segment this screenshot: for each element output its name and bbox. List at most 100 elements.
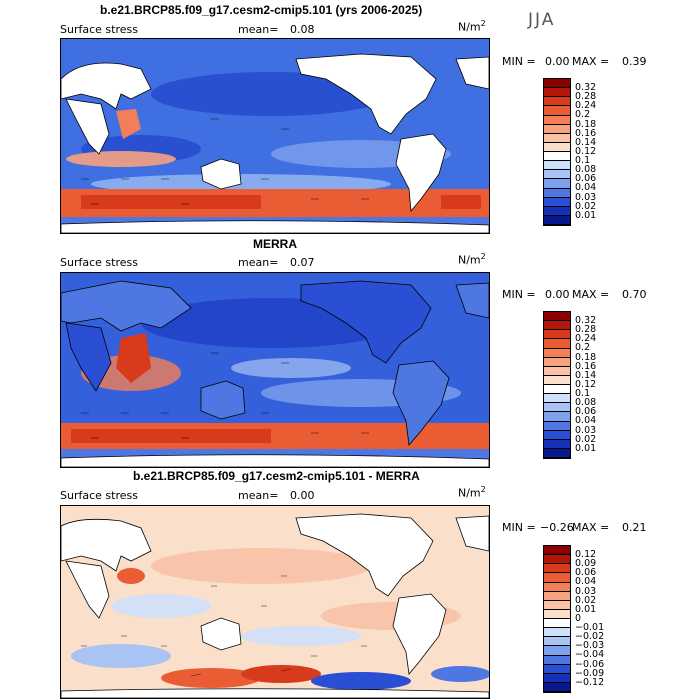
panel-1-mean-label: mean= — [238, 23, 279, 36]
colorbar-swatch — [544, 206, 570, 216]
colorbar-swatch — [544, 421, 570, 431]
colorbar-swatch — [544, 600, 570, 610]
colorbar-swatch — [544, 628, 570, 638]
panel-2-max-label: MAX = — [572, 288, 610, 301]
colorbar-tick-label: 0.02 — [575, 594, 597, 606]
panel-3-map — [60, 505, 490, 699]
colorbar-swatch — [544, 591, 570, 601]
panel-3-variable: Surface stress — [60, 489, 138, 502]
colorbar-tick-label: −0.02 — [575, 631, 605, 643]
colorbar-tick-label: 0.1 — [575, 388, 591, 399]
panel-1-max-value: 0.39 — [622, 55, 647, 68]
colorbar-swatch — [544, 106, 570, 116]
colorbar-swatch — [544, 448, 570, 458]
colorbar-tick-label: −0.03 — [575, 640, 605, 652]
colorbar-tick-label: 0.32 — [575, 315, 597, 326]
colorbar-swatch — [544, 609, 570, 619]
colorbar-swatch — [544, 88, 570, 98]
panel-2-mean-value: 0.07 — [290, 256, 315, 269]
panel-3-min-value: −0.26 — [540, 521, 574, 534]
colorbar-tick-label: 0.06 — [575, 173, 597, 185]
colorbar-tick-label: 0.14 — [575, 136, 597, 148]
panel-1-mean-value: 0.08 — [290, 23, 315, 36]
panel-1-min-value: 0.00 — [545, 55, 570, 68]
colorbar-swatch — [544, 321, 570, 331]
colorbar-tick-label: 0.08 — [575, 397, 597, 409]
colorbar-tick-label: 0.12 — [575, 378, 597, 390]
colorbar-swatch — [544, 115, 570, 125]
panel-3-colorbar-ticks: 0.12 0.09 0.06 0.04 0.03 0.02 0.01 0 −0.01 −0.02−… — [575, 550, 604, 687]
colorbar-tick-label: 0.01 — [575, 442, 597, 454]
panel-1-colorbar — [543, 78, 571, 226]
panel-1-variable: Surface stress — [60, 23, 138, 36]
colorbar-swatch — [544, 664, 570, 674]
season-label: JJA — [528, 10, 556, 30]
colorbar-tick-label: 0 — [575, 612, 582, 624]
panel-1-map — [60, 38, 490, 234]
colorbar-tick-label: 0.16 — [575, 127, 597, 139]
colorbar-tick-label: 0.03 — [575, 585, 597, 597]
colorbar-swatch — [544, 215, 570, 225]
panel-2-colorbar-ticks: 0.32 0.28 0.24 0.2 0.18 0.16 0.14 0.12 0.1 0.08 0.… — [575, 316, 596, 453]
colorbar-tick-label: 0.16 — [575, 360, 597, 372]
colorbar-tick-label: 0.2 — [575, 109, 591, 121]
colorbar-tick-label: 0.03 — [575, 191, 597, 203]
panel-1-colorbar-ticks: 0.32 0.28 0.24 0.2 0.18 0.16 0.14 0.12 0.1 0.08 0.… — [575, 83, 596, 220]
panel-3-mean-label: mean= — [238, 489, 279, 502]
colorbar-tick-label: 0.24 — [575, 333, 597, 345]
colorbar-tick-label: 0.06 — [575, 406, 597, 418]
panel-2-min-label: MIN = — [502, 288, 536, 301]
colorbar-swatch — [544, 179, 570, 189]
panel-1-title: b.e21.BRCP85.f09_g17.cesm2-cmip5.101 (yr… — [100, 3, 423, 17]
colorbar-swatch — [544, 161, 570, 171]
colorbar-tick-label: 0.04 — [575, 576, 597, 588]
colorbar-swatch — [544, 330, 570, 340]
panel-3-title: b.e21.BRCP85.f09_g17.cesm2-cmip5.101 - M… — [133, 469, 420, 483]
colorbar-swatch — [544, 142, 570, 152]
colorbar-swatch — [544, 375, 570, 385]
colorbar-tick-label: 0.1 — [575, 155, 591, 166]
colorbar-swatch — [544, 197, 570, 207]
colorbar-tick-label: 0.09 — [575, 558, 597, 570]
colorbar-swatch — [544, 673, 570, 683]
panel-3-colorbar — [543, 545, 571, 693]
colorbar-swatch — [544, 385, 570, 395]
colorbar-tick-label: 0.12 — [575, 549, 597, 560]
colorbar-tick-label: 0.32 — [575, 82, 597, 93]
panel-1-map-svg — [61, 39, 489, 233]
colorbar-swatch — [544, 152, 570, 162]
colorbar-tick-label: 0.02 — [575, 200, 597, 212]
colorbar-tick-label: 0.24 — [575, 100, 597, 112]
panel-3-map-svg — [61, 506, 489, 698]
colorbar-tick-label: 0.03 — [575, 424, 597, 436]
colorbar-swatch — [544, 582, 570, 592]
panel-2-map-svg — [61, 273, 489, 467]
colorbar-swatch — [544, 357, 570, 367]
colorbar-swatch — [544, 637, 570, 647]
colorbar-swatch — [544, 439, 570, 449]
colorbar-tick-label: 0.18 — [575, 351, 597, 363]
panel-2-max-value: 0.70 — [622, 288, 647, 301]
colorbar-tick-label: −0.01 — [575, 622, 605, 633]
colorbar-swatch — [544, 655, 570, 665]
panel-2-title: MERRA — [253, 237, 297, 251]
colorbar-swatch — [544, 564, 570, 574]
colorbar-swatch — [544, 546, 570, 556]
colorbar-tick-label: 0.01 — [575, 603, 597, 615]
colorbar-tick-label: 0.06 — [575, 567, 597, 579]
colorbar-swatch — [544, 133, 570, 143]
colorbar-tick-label: −0.12 — [575, 676, 605, 688]
colorbar-swatch — [544, 97, 570, 107]
colorbar-swatch — [544, 646, 570, 656]
colorbar-swatch — [544, 394, 570, 404]
panel-1-max-label: MAX = — [572, 55, 610, 68]
colorbar-tick-label: 0.04 — [575, 182, 597, 194]
colorbar-swatch — [544, 188, 570, 198]
colorbar-swatch — [544, 366, 570, 376]
colorbar-tick-label: 0.04 — [575, 415, 597, 427]
panel-3-max-value: 0.21 — [622, 521, 647, 534]
colorbar-tick-label: 0.01 — [575, 209, 597, 221]
colorbar-swatch — [544, 555, 570, 565]
colorbar-tick-label: 0.28 — [575, 91, 597, 103]
panel-3-mean-value: 0.00 — [290, 489, 315, 502]
